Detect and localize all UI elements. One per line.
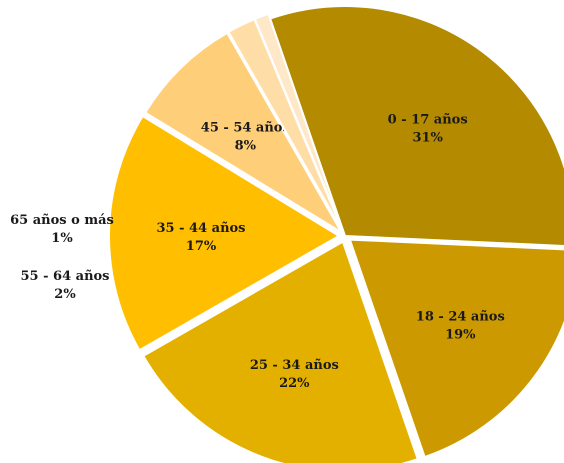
slice-category-label: 18 - 24 años: [416, 309, 505, 324]
pie-slice-18-24-a-os: [348, 238, 564, 459]
pie-slice-65-a-os-o-m-s: [253, 12, 345, 232]
slice-category-label: 55 - 64 años: [20, 269, 109, 284]
slice-value-label: 22%: [279, 376, 310, 391]
pie-slice-35-44-a-os: [108, 114, 341, 352]
slice-value-label: 19%: [445, 327, 476, 342]
slice-category-label: 45 - 54 años: [201, 120, 290, 135]
slice-category-label: 65 años o más: [10, 213, 114, 228]
slice-value-label: 1%: [51, 231, 73, 246]
pie-slice-0-17-a-os: [268, 5, 564, 247]
slice-value-label: 2%: [54, 287, 76, 302]
pie-slice-25-34-a-os: [141, 240, 420, 463]
slice-category-label: 35 - 44 años: [156, 221, 245, 236]
slice-category-label: 25 - 34 años: [250, 358, 339, 373]
slice-category-label: 0 - 17 años: [388, 112, 468, 127]
slice-value-label: 8%: [235, 138, 257, 153]
slice-value-label: 31%: [412, 130, 443, 145]
pie-slice-45-54-a-os: [143, 31, 343, 234]
slice-value-label: 17%: [186, 239, 217, 254]
